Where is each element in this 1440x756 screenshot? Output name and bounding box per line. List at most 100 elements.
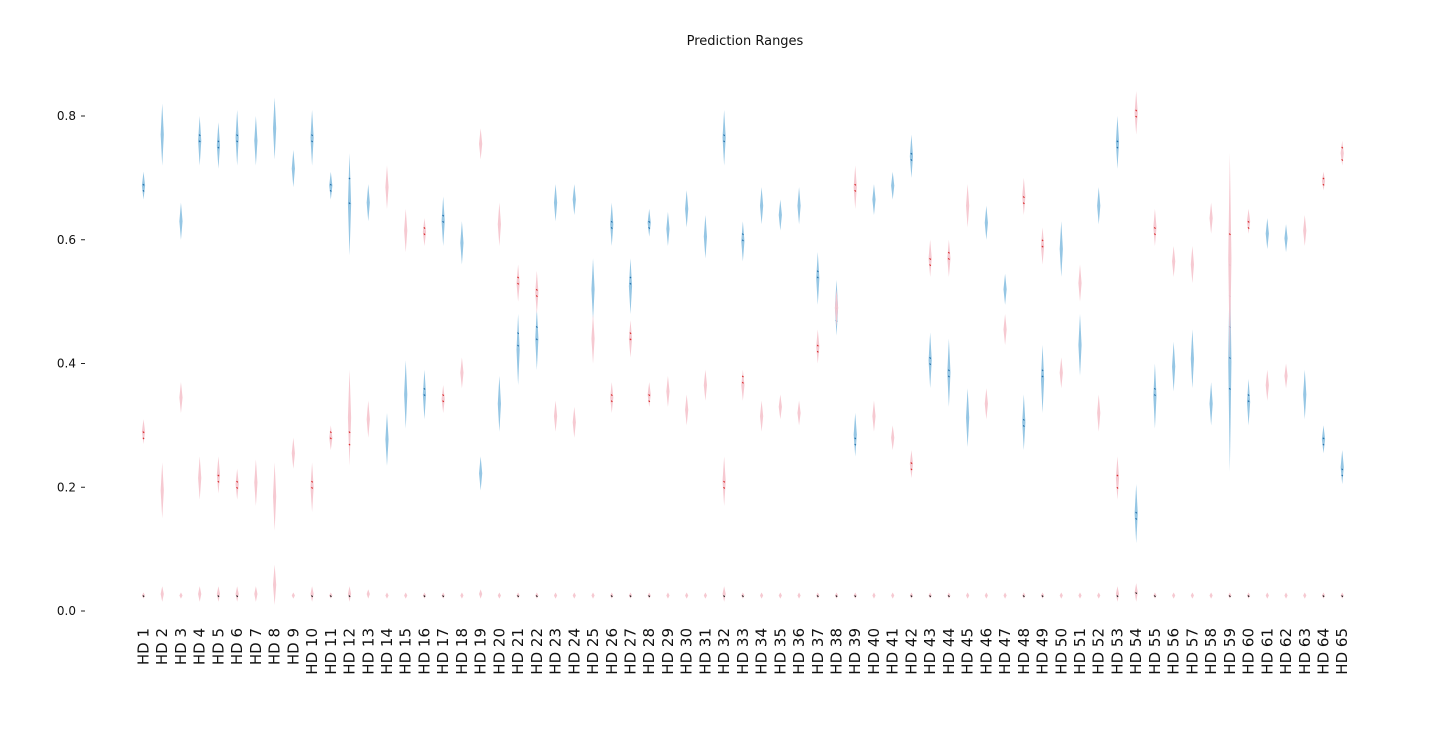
range-mark [385, 413, 389, 466]
x-tick-label: HD 12 [341, 628, 359, 675]
x-tick-label: HD 47 [996, 628, 1014, 675]
x-tick-label: HD 53 [1108, 628, 1126, 675]
x-tick-label: HD 62 [1277, 628, 1295, 675]
point-mark [1135, 109, 1138, 112]
x-tick-label: HD 7 [247, 628, 265, 665]
range-mark [1209, 382, 1213, 426]
point-mark [910, 152, 913, 155]
range-mark [666, 375, 670, 407]
range-mark [1003, 273, 1007, 305]
range-mark [666, 592, 670, 599]
x-tick-label: HD 19 [472, 628, 490, 675]
x-tick-label: HD 64 [1314, 628, 1332, 675]
range-mark [759, 400, 764, 432]
range-mark [872, 592, 876, 599]
x-tick-label: HD 35 [771, 628, 789, 675]
range-mark [1228, 153, 1232, 364]
range-mark [160, 462, 164, 519]
x-tick-label: HD 55 [1146, 628, 1164, 675]
x-tick-label: HD 11 [322, 628, 340, 675]
y-tick-label: 0.8 [57, 109, 76, 123]
range-mark [872, 400, 876, 432]
point-mark [723, 134, 726, 137]
range-mark [460, 221, 464, 265]
range-mark [1134, 91, 1138, 135]
range-mark [516, 314, 520, 386]
range-mark [984, 205, 988, 240]
x-tick-label: HD 15 [397, 628, 415, 675]
point-mark [741, 381, 744, 384]
range-mark [198, 586, 202, 602]
x-tick-label: HD 46 [977, 628, 995, 675]
point-mark [1153, 387, 1156, 390]
range-mark [479, 128, 483, 160]
range-mark [1097, 394, 1101, 432]
range-mark [891, 592, 895, 599]
point-mark [311, 134, 314, 137]
x-tick-label: HD 4 [191, 628, 209, 665]
point-mark [1247, 220, 1250, 223]
point-mark [1041, 375, 1044, 378]
point-mark [1135, 592, 1138, 595]
range-mark [479, 456, 483, 491]
point-mark [236, 486, 239, 489]
range-mark [797, 400, 801, 426]
range-mark [160, 586, 164, 602]
point-mark [629, 282, 632, 285]
point-mark [947, 369, 950, 372]
range-mark [347, 369, 352, 466]
point-mark [648, 227, 651, 230]
point-mark [610, 227, 613, 230]
range-mark [385, 165, 389, 209]
x-tick-label: HD 32 [715, 628, 733, 675]
range-mark [741, 369, 745, 401]
range-mark [1097, 592, 1101, 599]
point-mark [929, 264, 932, 267]
point-mark [1116, 486, 1119, 489]
point-mark [1116, 474, 1119, 477]
range-mark [404, 208, 408, 253]
x-tick-label: HD 31 [696, 628, 714, 675]
point-mark [947, 251, 950, 254]
x-tick-label: HD 24 [565, 628, 583, 675]
range-mark [1115, 116, 1120, 169]
x-tick-label: HD 57 [1183, 628, 1201, 675]
x-tick-label: HD 39 [846, 628, 864, 675]
point-mark [423, 233, 426, 236]
range-mark [853, 413, 857, 457]
x-tick-label: HD 10 [303, 628, 321, 675]
range-mark [347, 153, 352, 256]
range-mark [291, 592, 295, 599]
range-mark [1003, 314, 1007, 345]
range-mark [497, 592, 501, 599]
x-tick-label: HD 33 [734, 628, 752, 675]
point-mark [517, 332, 520, 335]
point-mark [1135, 115, 1138, 118]
x-tick-label: HD 1 [135, 628, 153, 665]
range-mark [460, 357, 464, 389]
range-mark [1172, 341, 1176, 392]
point-mark [311, 595, 314, 598]
range-mark [366, 589, 370, 599]
point-mark [1041, 245, 1044, 248]
point-mark [535, 326, 538, 329]
point-mark [1341, 474, 1344, 477]
range-mark [1303, 592, 1307, 599]
x-tick-label: HD 41 [884, 628, 902, 675]
point-mark [610, 220, 613, 223]
point-mark [741, 239, 744, 242]
x-tick-label: HD 59 [1221, 628, 1239, 675]
range-mark [703, 215, 707, 259]
chart-title: Prediction Ranges [686, 34, 804, 49]
point-mark [142, 183, 145, 186]
range-mark [1115, 586, 1120, 602]
range-mark [273, 564, 277, 605]
point-mark [1153, 394, 1156, 397]
x-tick-label: HD 43 [921, 628, 939, 675]
point-mark [929, 363, 932, 366]
point-mark [1022, 425, 1025, 428]
range-mark [891, 171, 895, 200]
range-mark [1265, 218, 1269, 250]
range-mark [1097, 187, 1101, 225]
